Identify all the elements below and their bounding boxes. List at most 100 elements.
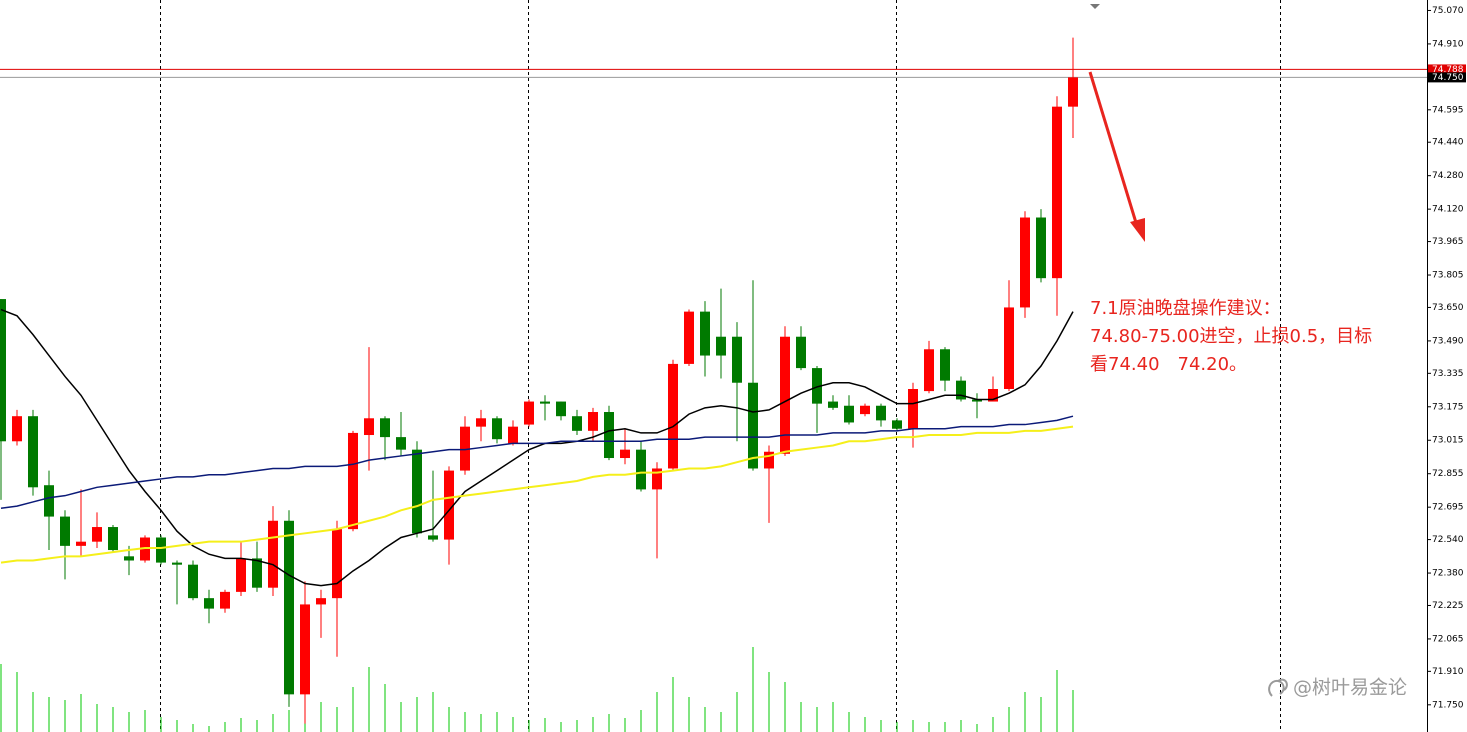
y-tick-label: 71.750 (1432, 700, 1464, 710)
y-tick-label: 75.070 (1432, 6, 1464, 16)
candle-body (1020, 217, 1030, 308)
candle-body (812, 368, 822, 404)
candle-body (0, 299, 6, 442)
icon (1268, 678, 1288, 697)
y-tick-label: 72.225 (1432, 601, 1464, 611)
candle-body (332, 529, 342, 599)
candle-body (876, 405, 886, 421)
annotation: 7.1原油晚盘操作建议： (1090, 298, 1281, 319)
candle-body (92, 527, 102, 542)
candle-body (172, 562, 182, 565)
candle-body (60, 516, 70, 546)
candle-body (300, 604, 310, 695)
y-tick-label: 73.335 (1432, 369, 1464, 379)
candle-body (364, 418, 374, 436)
y-tick-label: 73.175 (1432, 402, 1464, 412)
candle-body (348, 432, 358, 530)
price-label-box (1428, 72, 1466, 83)
candle-body (924, 349, 934, 392)
candle-body (492, 418, 502, 440)
candle-body (1052, 106, 1062, 279)
candle-body (652, 468, 662, 490)
candle-body (668, 363, 678, 469)
candle-body (940, 349, 950, 381)
y-tick-label: 72.065 (1432, 634, 1464, 644)
annotation: 74.80-75.00进空，止损0.5，目标 (1090, 326, 1372, 347)
price-label: 74.788 (1432, 65, 1464, 75)
candle-body (684, 311, 694, 364)
arrow-shaft (1088, 71, 1139, 227)
y-tick-label: 73.965 (1432, 237, 1464, 247)
candle-body (700, 311, 710, 356)
candle-body (620, 449, 630, 459)
y-tick-label: 72.855 (1432, 469, 1464, 479)
candle-body (188, 564, 198, 599)
candle-body (604, 412, 614, 459)
candle-body (204, 598, 214, 609)
candle-body (764, 451, 774, 469)
candle-body (12, 416, 22, 442)
candle-body (508, 426, 518, 444)
candle-body (460, 426, 470, 471)
candle-body (444, 470, 454, 540)
candle-body (76, 541, 86, 546)
y-tick-label: 74.440 (1432, 138, 1464, 148)
candle-body (108, 527, 118, 551)
candle-body (396, 437, 406, 450)
y-tick-label: 72.695 (1432, 503, 1464, 513)
candle-body (556, 401, 566, 417)
candle-body (140, 537, 150, 561)
moving-average (0, 425, 1074, 564)
candle-body (860, 405, 870, 415)
candle-body (716, 336, 726, 356)
annotation: 看74.40 74.20。 (1090, 354, 1247, 375)
candle-body (732, 336, 742, 383)
candle-body (844, 405, 854, 423)
candle-body (1068, 77, 1078, 107)
candle-body (28, 416, 38, 488)
candle-body (124, 556, 134, 561)
y-tick-label: 72.380 (1432, 569, 1464, 579)
candle-body (588, 412, 598, 431)
y-tick-label: 73.650 (1432, 303, 1464, 313)
price-label: 74.750 (1432, 73, 1464, 83)
candle-body (524, 401, 534, 425)
candle-body (380, 418, 390, 438)
y-tick-label: 74.280 (1432, 171, 1464, 181)
candle-body (268, 520, 278, 588)
y-tick-label: 74.910 (1432, 39, 1464, 49)
candle-body (956, 380, 966, 400)
candle-body (44, 485, 54, 517)
candle-body (796, 336, 806, 369)
y-tick-label: 74.595 (1432, 105, 1464, 115)
candle-body (156, 537, 166, 563)
watermark-icon (1268, 678, 1288, 697)
moving-average (0, 415, 1074, 509)
y-tick-label: 72.540 (1432, 535, 1464, 545)
candle-body (428, 535, 438, 540)
arrow-head (1130, 218, 1145, 242)
y-tick-label: 74.120 (1432, 205, 1464, 215)
candle-body (780, 336, 790, 454)
candle-body (316, 598, 326, 605)
candle-body (1004, 307, 1014, 390)
y-tick-label: 73.015 (1432, 436, 1464, 446)
candle-body (252, 558, 262, 588)
candle-body (892, 420, 902, 429)
candle-body (972, 399, 982, 402)
candle-body (236, 558, 246, 592)
forecast-arrow (1088, 71, 1145, 242)
y-tick-label: 73.805 (1432, 271, 1464, 281)
candle-body (572, 416, 582, 431)
shift-marker (1090, 4, 1100, 9)
period-separators (160, 0, 1281, 732)
candle-body (220, 591, 230, 609)
candle-body (828, 401, 838, 408)
plot (0, 37, 1427, 732)
moving-average (0, 308, 1074, 587)
candle-body (476, 418, 486, 427)
candle-body (636, 449, 646, 490)
price-label-box (1428, 64, 1466, 75)
candle-body (412, 449, 422, 534)
